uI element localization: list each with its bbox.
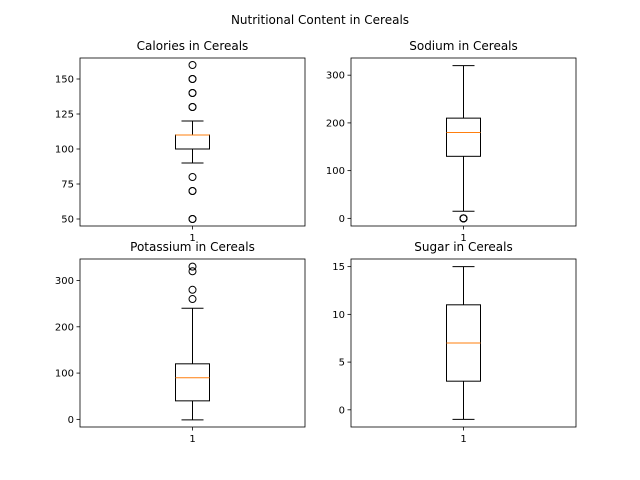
y-tick-label: 5: [339, 358, 345, 369]
y-tick-label: 0: [68, 415, 74, 426]
y-tick-label: 0: [339, 214, 345, 225]
subplot-title: Sugar in Cereals: [414, 240, 512, 254]
outlier-point: [188, 173, 197, 181]
y-tick-label: 125: [55, 110, 74, 121]
y-tick-label: 100: [55, 145, 74, 156]
box: [175, 134, 210, 150]
outlier-point: [188, 187, 197, 195]
y-tick-label: 100: [326, 166, 345, 177]
outlier-point: [188, 295, 197, 304]
y-tick-label: 0: [339, 405, 345, 416]
box: [175, 363, 210, 402]
outlier-point: [188, 103, 197, 111]
y-tick-label: 200: [326, 118, 345, 129]
box: [446, 117, 481, 157]
y-tick-label: 150: [55, 75, 74, 86]
y-tick-label: 300: [326, 71, 345, 82]
x-tick-label: 1: [460, 233, 466, 244]
subplot-title: Calories in Cereals: [137, 39, 249, 53]
x-tick-label: 1: [189, 434, 195, 445]
outlier-point: [188, 262, 197, 271]
y-tick-label: 300: [55, 276, 74, 287]
x-tick-label: 1: [189, 233, 195, 244]
y-tick-label: 100: [55, 369, 74, 380]
axes-frame: [79, 57, 306, 227]
outlier-point: [188, 285, 197, 294]
subplot-3: Potassium in Cereals 0 100 200 300 1: [55, 240, 306, 445]
outlier-point: [188, 267, 197, 276]
y-tick-label: 15: [332, 262, 345, 273]
outlier-point: [188, 75, 197, 83]
y-tick-label: 200: [55, 322, 74, 333]
outlier-point: [188, 89, 197, 97]
outlier-point: [188, 215, 197, 223]
outlier-point: [459, 214, 468, 223]
figure-suptitle: Nutritional Content in Cereals: [231, 13, 409, 27]
y-tick-label: 75: [61, 180, 74, 191]
subplot-1: Calories in Cereals 50 75 100 125 150 1: [55, 39, 306, 244]
y-tick-label: 50: [61, 215, 74, 226]
subplots: Calories in Cereals50751001251501Sodium …: [55, 39, 577, 445]
subplot-title: Sodium in Cereals: [409, 39, 518, 53]
outlier-point: [188, 61, 197, 69]
subplot-4: Sugar in Cereals 0 5 10 15 1: [332, 240, 577, 445]
subplot-2: Sodium in Cereals 0 100 200 300 1: [326, 39, 577, 244]
x-tick-label: 1: [460, 434, 466, 445]
subplot-title: Potassium in Cereals: [130, 240, 255, 254]
y-tick-label: 10: [332, 310, 345, 321]
